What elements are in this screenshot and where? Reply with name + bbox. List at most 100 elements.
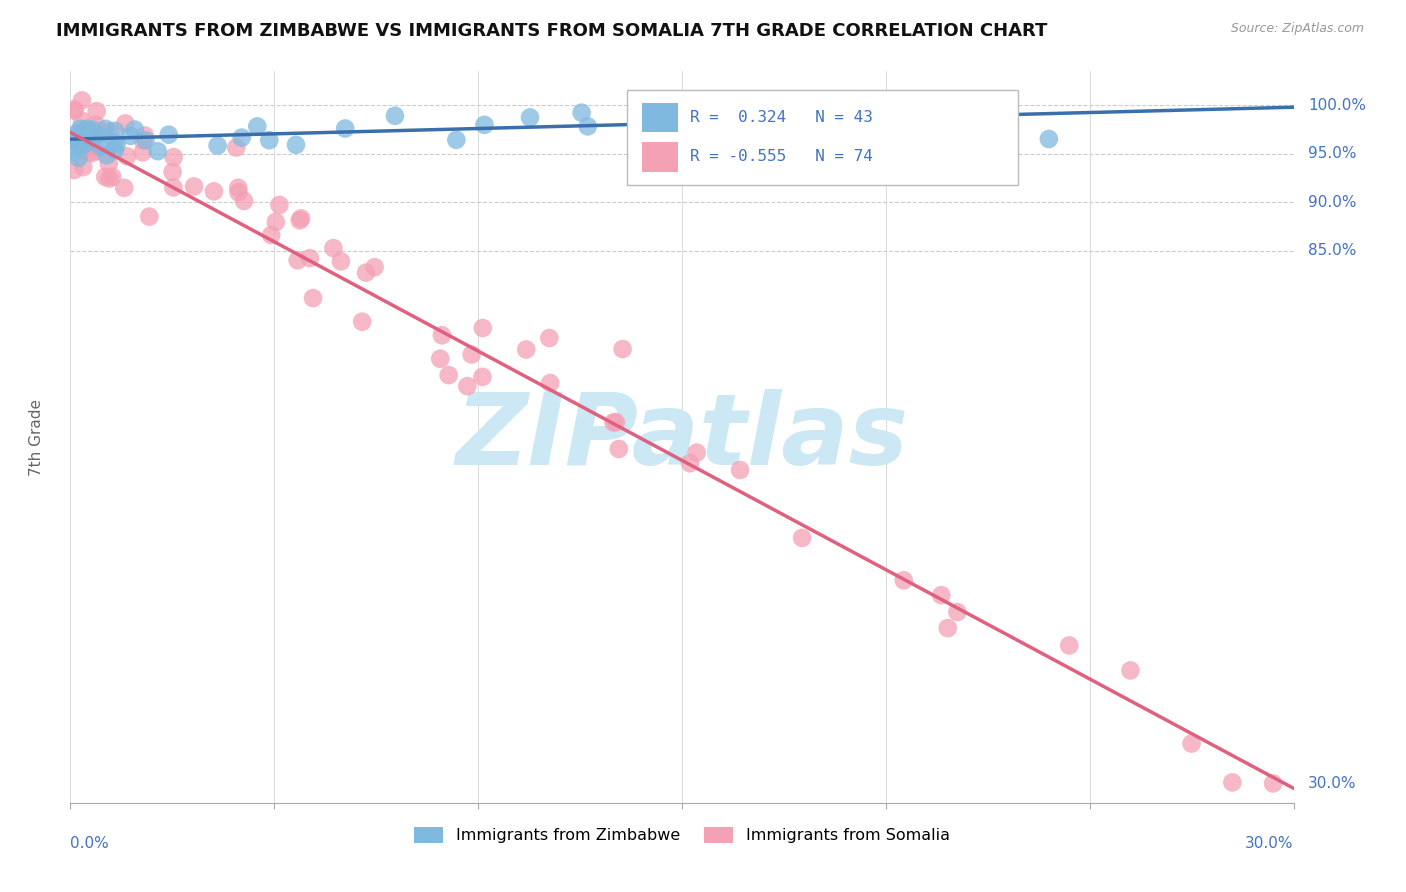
Point: [162, 180, 184, 194]
Point: [80, 146, 103, 161]
Point: [519, 111, 541, 125]
Point: [86, 104, 108, 119]
FancyBboxPatch shape: [627, 90, 1018, 185]
Point: [329, 254, 352, 268]
Point: [471, 321, 494, 335]
Point: [1220, 775, 1243, 789]
Point: [96, 148, 118, 162]
Point: [134, 128, 156, 143]
Point: [260, 228, 283, 243]
Point: [94, 121, 117, 136]
Point: [269, 198, 291, 212]
Point: [104, 124, 127, 138]
Point: [104, 143, 127, 157]
Point: [936, 621, 959, 635]
Point: [246, 120, 269, 134]
Point: [120, 128, 142, 143]
Point: [1181, 737, 1204, 751]
Text: R =  0.324   N = 43: R = 0.324 N = 43: [690, 110, 873, 125]
Point: [202, 185, 225, 199]
Point: [112, 181, 135, 195]
Point: [285, 137, 308, 152]
Point: [893, 574, 915, 588]
Text: IMMIGRANTS FROM ZIMBABWE VS IMMIGRANTS FROM SOMALIA 7TH GRADE CORRELATION CHART: IMMIGRANTS FROM ZIMBABWE VS IMMIGRANTS F…: [56, 22, 1047, 40]
Point: [287, 253, 309, 268]
Point: [1038, 132, 1060, 146]
Point: [124, 122, 146, 136]
Point: [97, 156, 120, 170]
Point: [94, 169, 117, 184]
Point: [460, 347, 482, 361]
Point: [207, 138, 229, 153]
Point: [76, 136, 98, 150]
Point: [163, 150, 186, 164]
Point: [105, 137, 128, 152]
Text: Source: ZipAtlas.com: Source: ZipAtlas.com: [1230, 22, 1364, 36]
Point: [679, 456, 702, 470]
Legend: Immigrants from Zimbabwe, Immigrants from Somalia: Immigrants from Zimbabwe, Immigrants fro…: [408, 821, 956, 850]
Point: [101, 169, 124, 184]
Point: [115, 149, 138, 163]
Text: 95.0%: 95.0%: [1308, 146, 1357, 161]
Point: [138, 210, 160, 224]
Point: [89, 126, 111, 140]
Text: 30.0%: 30.0%: [1308, 776, 1357, 791]
Point: [77, 128, 100, 143]
Point: [290, 211, 312, 226]
Point: [84, 118, 107, 132]
Point: [69, 121, 91, 136]
Point: [63, 134, 86, 148]
Point: [429, 351, 451, 366]
Point: [67, 130, 90, 145]
Text: 100.0%: 100.0%: [1308, 98, 1367, 112]
Point: [82, 122, 104, 136]
Point: [437, 368, 460, 383]
Point: [352, 315, 374, 329]
Point: [69, 136, 91, 151]
Point: [288, 213, 311, 227]
Point: [63, 102, 86, 116]
Point: [63, 145, 86, 159]
Point: [132, 145, 155, 160]
Point: [146, 145, 169, 159]
Point: [728, 463, 751, 477]
Text: 0.0%: 0.0%: [70, 836, 110, 851]
Point: [135, 133, 157, 147]
Point: [538, 331, 561, 345]
Point: [384, 109, 406, 123]
Point: [571, 105, 593, 120]
Point: [183, 179, 205, 194]
Point: [264, 215, 287, 229]
Point: [335, 121, 357, 136]
Text: 30.0%: 30.0%: [1246, 836, 1294, 851]
Point: [70, 113, 93, 128]
Point: [576, 120, 599, 134]
Point: [77, 145, 100, 160]
Point: [430, 328, 453, 343]
Point: [87, 128, 110, 143]
Point: [456, 379, 478, 393]
Point: [515, 343, 537, 357]
Point: [302, 291, 325, 305]
Point: [538, 376, 561, 390]
Point: [605, 415, 627, 429]
Point: [233, 194, 256, 208]
Point: [298, 251, 321, 265]
Point: [98, 124, 121, 138]
Point: [322, 241, 344, 255]
Point: [363, 260, 385, 275]
Point: [89, 139, 111, 153]
Point: [1261, 776, 1284, 790]
Point: [132, 134, 155, 148]
Point: [86, 145, 108, 159]
Point: [231, 130, 253, 145]
Point: [446, 133, 468, 147]
Point: [67, 151, 90, 165]
Point: [612, 342, 634, 356]
Point: [98, 171, 121, 186]
Text: 7th Grade: 7th Grade: [28, 399, 44, 475]
Point: [946, 605, 969, 619]
Point: [162, 165, 184, 179]
Text: 85.0%: 85.0%: [1308, 244, 1357, 258]
Point: [63, 133, 86, 147]
